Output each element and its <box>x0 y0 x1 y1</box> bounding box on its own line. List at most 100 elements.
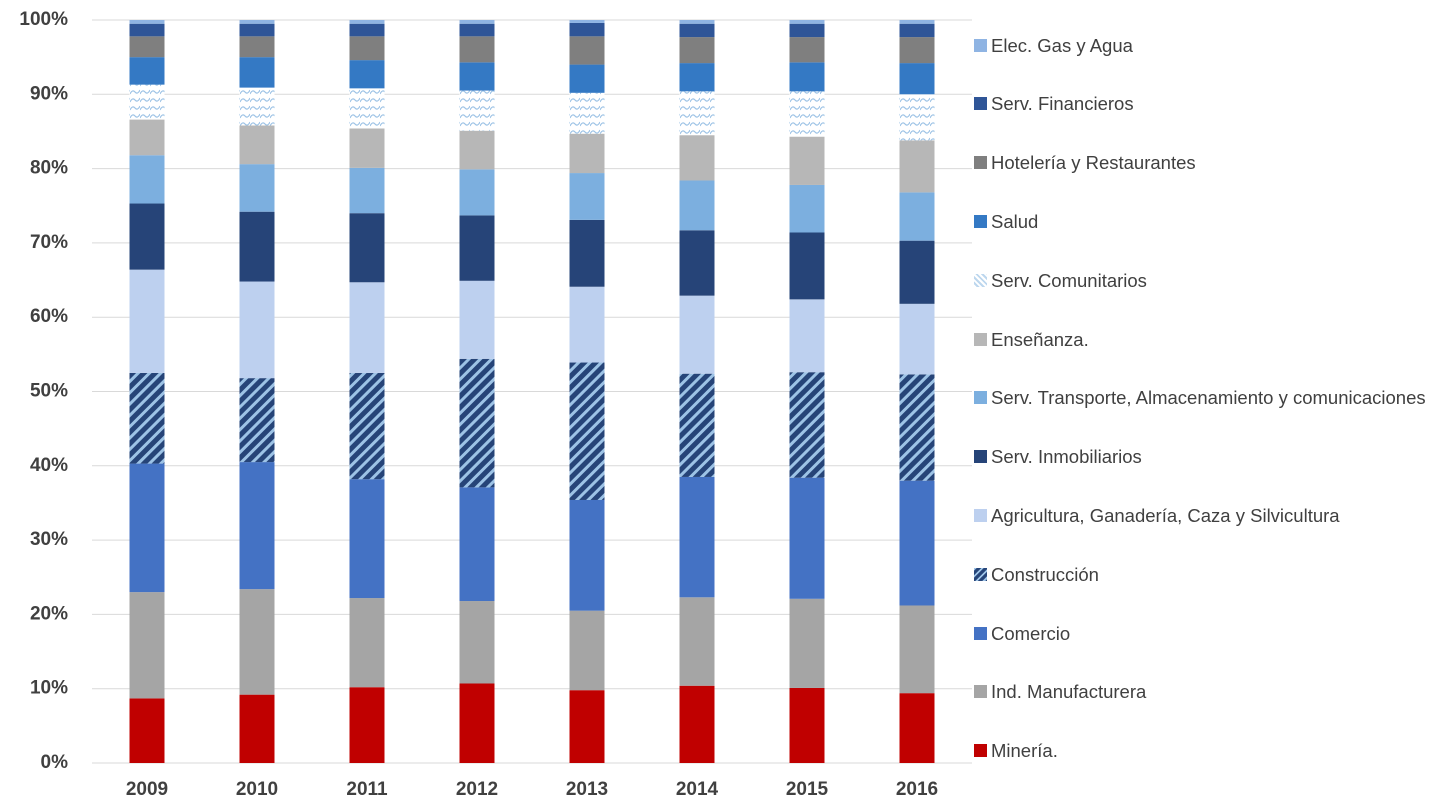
legend-label: Serv. Transporte, Almacenamiento y comun… <box>991 387 1426 409</box>
bar-segment <box>239 164 275 212</box>
legend-label: Ind. Manufacturera <box>991 681 1147 703</box>
bar-segment <box>789 91 825 137</box>
legend-item: Agricultura, Ganadería, Caza y Silvicult… <box>974 503 1340 528</box>
bar-segment <box>569 690 605 763</box>
bar-segment <box>789 23 825 38</box>
y-tick-label: 70% <box>30 232 68 253</box>
bar-segment <box>569 20 605 23</box>
bar-segment <box>459 90 495 131</box>
legend-swatch <box>974 626 987 640</box>
bar-segment <box>129 698 165 763</box>
bar-segment <box>569 499 605 611</box>
bar-segment <box>899 240 935 304</box>
x-tick-label: 2014 <box>676 779 719 800</box>
legend-swatch <box>974 744 987 758</box>
bar-segment <box>459 280 495 359</box>
x-tick-label: 2016 <box>896 779 938 800</box>
bar-segment <box>789 184 825 233</box>
legend-label: Construcción <box>991 563 1099 585</box>
bar-segment <box>129 20 165 24</box>
legend-item: Minería. <box>974 738 1058 763</box>
y-tick-label: 100% <box>19 9 68 30</box>
bar-segment <box>899 140 935 193</box>
bar-segment <box>239 36 275 58</box>
bar-segment <box>459 36 495 63</box>
legend-swatch <box>974 273 987 287</box>
bar-segment <box>789 37 825 63</box>
y-tick-label: 50% <box>30 381 68 402</box>
bar-segment <box>129 372 165 464</box>
bar-segment <box>459 683 495 763</box>
bar-segment <box>899 693 935 763</box>
legend-swatch <box>974 450 987 464</box>
legend-swatch <box>974 214 987 228</box>
bar-segment <box>129 155 165 204</box>
bar-segment <box>459 601 495 684</box>
bar-segment <box>129 463 165 593</box>
bar-segment <box>569 362 605 500</box>
bar-segment <box>679 23 715 38</box>
bar-segment <box>899 303 935 375</box>
bar-segment <box>789 20 825 24</box>
bar-segment <box>129 269 165 373</box>
x-tick-label: 2010 <box>236 779 278 800</box>
bar-segment <box>569 286 605 363</box>
bar-segment <box>239 378 275 463</box>
legend-item: Enseñanza. <box>974 327 1089 352</box>
bar-segment <box>129 57 165 85</box>
bar-segment <box>789 477 825 599</box>
legend-swatch <box>974 685 987 699</box>
bar-segment <box>239 281 275 379</box>
bar-segment <box>569 64 605 93</box>
bar-segment <box>899 23 935 38</box>
legend-swatch <box>974 391 987 405</box>
bar-segment <box>129 23 165 37</box>
bar-segment <box>569 133 605 174</box>
y-tick-label: 20% <box>30 603 68 624</box>
legend-item: Salud <box>974 209 1038 234</box>
bar-segment <box>239 20 275 24</box>
legend-swatch <box>974 332 987 346</box>
bar-segment <box>459 358 495 488</box>
bar-segment <box>349 479 385 599</box>
bar-segment <box>349 687 385 763</box>
bar-segment <box>679 135 715 181</box>
bar-segment <box>569 173 605 220</box>
x-tick-label: 2011 <box>346 779 388 800</box>
legend-item: Comercio <box>974 621 1070 646</box>
legend-label: Minería. <box>991 740 1058 762</box>
bar-segment <box>459 130 495 170</box>
bar-segment <box>129 119 165 156</box>
bar-segment <box>349 23 385 37</box>
bar-segment <box>239 87 275 126</box>
bar-segment <box>569 22 605 37</box>
bar-segment <box>569 610 605 691</box>
bar-segment <box>789 598 825 688</box>
legend-swatch <box>974 38 987 52</box>
bar-segment <box>349 36 385 61</box>
bar-segment <box>349 88 385 129</box>
y-tick-label: 30% <box>30 529 68 550</box>
legend-label: Serv. Comunitarios <box>991 269 1147 291</box>
bar-segment <box>899 94 935 141</box>
bar-segment <box>129 36 165 58</box>
legend-item: Serv. Inmobiliarios <box>974 444 1142 469</box>
legend-swatch <box>974 156 987 170</box>
bar-segment <box>239 211 275 282</box>
bar-segment <box>789 232 825 300</box>
y-tick-label: 60% <box>30 306 68 327</box>
legend-label: Comercio <box>991 622 1071 644</box>
legend-item: Ind. Manufacturera <box>974 679 1146 704</box>
bar-segment <box>789 687 825 763</box>
bar-segment <box>569 92 605 134</box>
bar-segment <box>679 37 715 64</box>
bar-segment <box>129 84 165 120</box>
legend-label: Elec. Gas y Agua <box>991 34 1133 56</box>
legend-item: Elec. Gas y Agua <box>974 33 1133 58</box>
legend-item: Hotelería y Restaurantes <box>974 150 1196 175</box>
bar-segment <box>899 480 935 606</box>
legend-swatch <box>974 567 987 581</box>
bar-segment <box>349 282 385 373</box>
legend-label: Enseñanza. <box>991 328 1089 350</box>
legend-label: Agricultura, Ganadería, Caza y Silvicult… <box>991 504 1340 526</box>
